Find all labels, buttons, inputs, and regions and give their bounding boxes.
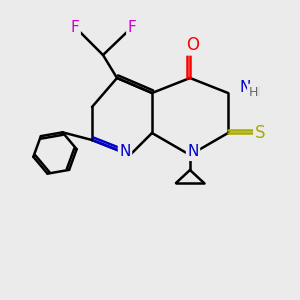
Text: O: O xyxy=(187,36,200,54)
Text: N: N xyxy=(239,80,251,94)
Text: H: H xyxy=(248,85,258,98)
Text: H: H xyxy=(250,85,260,99)
Text: N: N xyxy=(119,145,131,160)
Text: S: S xyxy=(255,124,265,142)
Text: F: F xyxy=(70,20,80,34)
Text: N: N xyxy=(187,145,199,160)
Text: F: F xyxy=(128,20,136,34)
